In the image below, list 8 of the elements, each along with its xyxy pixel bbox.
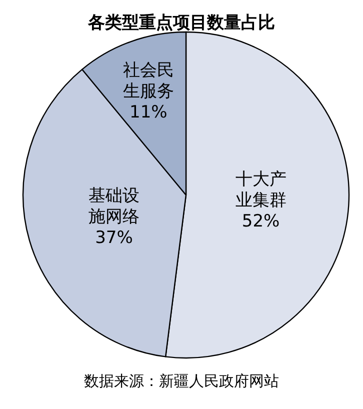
slice-label: 十大产业集群	[235, 170, 286, 211]
data-label: 11%	[130, 102, 168, 123]
data-label: 37%	[95, 228, 133, 248]
source-note: 数据来源：新疆人民政府网站	[84, 372, 279, 390]
data-label: 52%	[242, 212, 280, 232]
slice-label: 基础设施网络	[88, 186, 140, 227]
slice-label: 社会民生服务	[122, 60, 174, 102]
chart-title: 各类型重点项目数量占比	[87, 13, 275, 33]
